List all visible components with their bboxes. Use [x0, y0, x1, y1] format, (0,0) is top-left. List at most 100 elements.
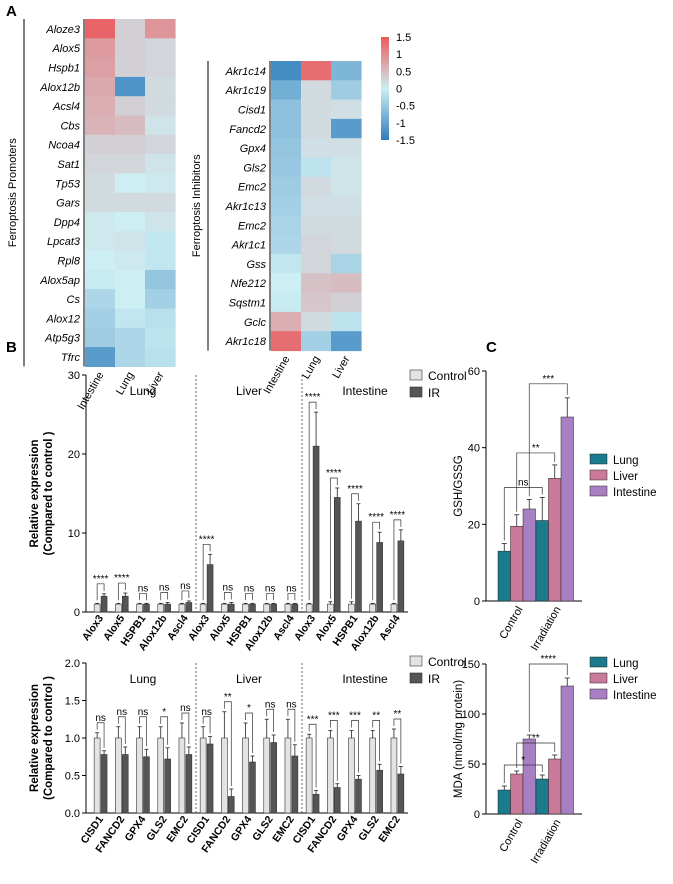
inhibitor-gene-label: Gclc: [244, 317, 267, 329]
b1-legend-swatch-ir: [409, 386, 423, 398]
colorbar-tick-label: -1.5: [396, 135, 415, 147]
promoter-cell: [115, 76, 146, 97]
b1-sig-bracket: [139, 592, 147, 601]
b1-bar-ir: [312, 445, 320, 613]
promoter-gene-label: Acsl4: [52, 101, 80, 113]
c2-sig-bracket: [503, 764, 543, 783]
inhibitor-cell: [271, 234, 302, 255]
b1-sig-label: ****: [390, 510, 406, 521]
b1-bar-control: [93, 603, 101, 613]
panel-label-a: A: [6, 3, 17, 20]
promoter-cell: [145, 173, 176, 194]
b2-bar-ir: [291, 755, 299, 814]
promoter-gene-label: Lpcat3: [47, 236, 81, 248]
b2-bar-ir: [333, 787, 341, 814]
promoter-cell: [85, 250, 116, 271]
inhibitor-gene-label: Gss: [246, 259, 266, 271]
b1-bar-ir: [376, 542, 383, 613]
b1-sig-label: ****: [199, 534, 215, 545]
inhibitor-cell: [331, 118, 362, 139]
c1-legend-label-liver: Liver: [613, 471, 638, 483]
b1-bar-control: [348, 603, 355, 613]
promoter-cell: [85, 269, 116, 290]
c1-bar-liver: [510, 526, 524, 602]
b2-bar-ir: [312, 793, 320, 814]
c2-sig-bracket: [516, 742, 556, 768]
b2-bar-control: [390, 737, 398, 814]
b2-sig-label: ns: [95, 713, 106, 724]
colorbar-tick-label: 0.5: [396, 66, 411, 78]
promoter-cell: [85, 192, 116, 213]
b2-y-tick-label: 0.5: [65, 771, 80, 783]
c1-category-label: Control: [497, 605, 525, 642]
inhibitor-cell: [301, 234, 332, 255]
promoter-cell: [115, 231, 146, 252]
b2-y-label: Relative expression: [29, 684, 41, 792]
promoter-cell: [85, 212, 116, 232]
b1-bar-control: [221, 603, 228, 613]
b1-bar-ir: [291, 603, 299, 613]
b2-bar-control: [136, 737, 143, 814]
inhibitor-cell: [331, 234, 362, 255]
b1-sig-label: ns: [180, 581, 191, 592]
promoter-gene-label: Atp5g3: [44, 333, 81, 345]
b2-sig-label: **: [394, 709, 402, 720]
promoter-heatmap: Aloze3 Alox5 Hspb1 Alox12b Acsl4 Cbs Ncoa4 Sat1…: [7, 19, 176, 412]
b2-sig-bracket: [223, 701, 232, 786]
b1-bar-control: [157, 603, 164, 613]
b2-y-tick-label: 2.0: [65, 658, 80, 670]
b1-sig-bracket: [181, 590, 190, 601]
panel-label-b: B: [6, 339, 17, 356]
inhibitor-cell: [301, 99, 332, 120]
b1-bar-ir: [143, 603, 150, 613]
b1-bar-control: [136, 603, 143, 613]
b1-legend-swatch-control: [409, 369, 423, 381]
c1-legend-label-intestine: Intestine: [613, 487, 656, 499]
b2-sig-bracket: [202, 716, 211, 734]
b2-y-tick-label: 1.0: [65, 733, 80, 745]
inhibitor-cell: [301, 311, 332, 332]
inhibitor-gene-label: Sqstm1: [229, 297, 266, 309]
b2-bar-ir: [228, 796, 235, 814]
c1-sig-label: ***: [542, 374, 554, 385]
promoter-cell: [145, 115, 176, 136]
c2-legend-swatch-lung: [589, 656, 608, 668]
c1-y-tick-label: 0: [474, 596, 480, 608]
inhibitor-cell: [301, 292, 332, 313]
inhibitor-cell: [331, 331, 362, 352]
c2-y-label: MDA (nmol/mg protein): [453, 680, 465, 798]
promoter-cell: [145, 347, 176, 367]
b2-sig-bracket: [160, 716, 169, 745]
inhibitor-group-label: Ferroptosis Inhibitors: [191, 154, 203, 257]
inhibitor-cell: [301, 215, 332, 236]
b2-bar-ir: [100, 754, 108, 814]
b2-bar-control: [115, 737, 122, 814]
inhibitor-column-label: Intestine: [261, 354, 292, 396]
promoter-cell: [145, 327, 176, 348]
c2-y-tick-label: 150: [462, 659, 480, 671]
promoter-group-label: Ferroptosis Promoters: [7, 138, 19, 247]
b1-bar-control: [369, 603, 377, 613]
promoter-gene-label: Alox5ap: [39, 275, 80, 287]
promoter-cell: [85, 308, 116, 329]
c2-sig-label: ****: [540, 654, 556, 665]
b2-bar-control: [305, 737, 313, 814]
c1-bar-liver: [548, 478, 562, 602]
inhibitor-cell: [301, 138, 332, 159]
inhibitor-cell: [301, 254, 332, 274]
b1-sig-label: ****: [305, 392, 321, 403]
promoter-cell: [85, 289, 116, 310]
b1-bar-ir: [355, 520, 362, 613]
c2-y-tick-label: 50: [468, 759, 480, 771]
inhibitor-gene-label: Akr1c1: [231, 240, 266, 252]
inhibitor-cell: [301, 157, 332, 178]
inhibitor-cell: [271, 215, 302, 236]
c1-bar-lung: [497, 550, 511, 602]
inhibitor-gene-label: Akr1c18: [225, 336, 267, 348]
b1-sig-bracket: [117, 582, 126, 601]
promoter-cell: [145, 250, 176, 271]
b1-bar-control: [263, 603, 271, 613]
c1-legend-label-lung: Lung: [613, 455, 639, 467]
promoter-gene-label: Gars: [56, 198, 80, 210]
